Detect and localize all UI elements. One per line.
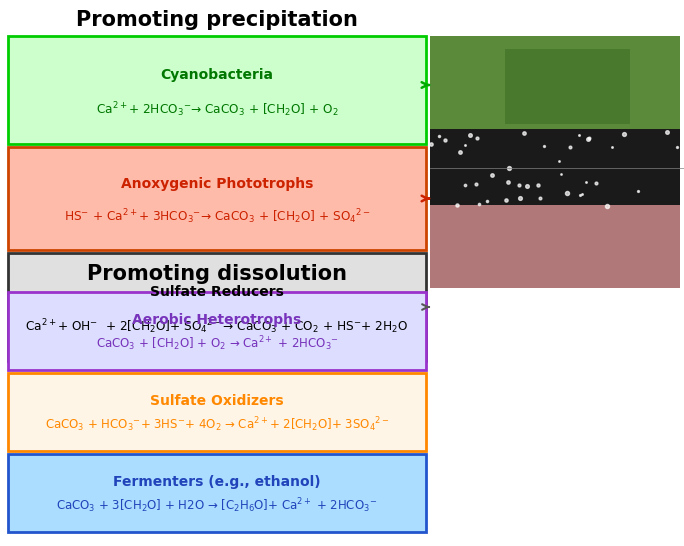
Bar — [8, 253, 426, 361]
Text: Promoting precipitation: Promoting precipitation — [76, 10, 358, 30]
Bar — [8, 454, 426, 532]
Bar — [505, 49, 630, 124]
Text: Fermenters (e.g., ethanol): Fermenters (e.g., ethanol) — [113, 475, 321, 489]
Text: Sulfate Oxidizers: Sulfate Oxidizers — [150, 394, 284, 408]
Text: Ca$^{2+}$+ OH$^{-}$  + 2[CH$_2$O]+ SO$_4$$^{2-}$→ CaCO$_3$ + CO$_2$ + HS$^{-}$+ : Ca$^{2+}$+ OH$^{-}$ + 2[CH$_2$O]+ SO$_4$… — [25, 317, 408, 336]
Text: Aerobic Heterotrophs: Aerobic Heterotrophs — [133, 313, 302, 327]
Text: CaCO$_3$ + 3[CH$_2$O] + H2O → [C$_2$H$_6$O]+ Ca$^{2+}$ + 2HCO$_3$$^{-}$: CaCO$_3$ + 3[CH$_2$O] + H2O → [C$_2$H$_6… — [56, 496, 378, 515]
Text: Promoting dissolution: Promoting dissolution — [87, 264, 347, 284]
Text: Ca$^{2+}$+ 2HCO$_3$$^{-}$→ CaCO$_3$ + [CH$_2$O] + O$_2$: Ca$^{2+}$+ 2HCO$_3$$^{-}$→ CaCO$_3$ + [C… — [96, 100, 339, 119]
Text: HS$^{-}$ + Ca$^{2+}$+ 3HCO$_3$$^{-}$→ CaCO$_3$ + [CH$_2$O] + SO$_4$$^{2-}$: HS$^{-}$ + Ca$^{2+}$+ 3HCO$_3$$^{-}$→ Ca… — [64, 207, 371, 227]
Text: CaCO$_3$ + [CH$_2$O] + O$_2$ → Ca$^{2+}$ + 2HCO$_3$$^{-}$: CaCO$_3$ + [CH$_2$O] + O$_2$ → Ca$^{2+}$… — [96, 334, 339, 353]
Text: Sulfate Reducers: Sulfate Reducers — [150, 285, 284, 299]
Bar — [8, 373, 426, 451]
Text: Anoxygenic Phototrophs: Anoxygenic Phototrophs — [121, 177, 313, 191]
Bar — [430, 129, 680, 207]
Bar — [430, 36, 680, 132]
Bar — [430, 205, 680, 288]
Text: Cyanobacteria: Cyanobacteria — [161, 68, 274, 82]
Text: CaCO$_3$ + HCO$_3$$^{-}$+ 3HS$^{-}$+ 4O$_2$ → Ca$^{2+}$+ 2[CH$_2$O]+ 3SO$_4$$^{2: CaCO$_3$ + HCO$_3$$^{-}$+ 3HS$^{-}$+ 4O$… — [44, 415, 389, 434]
Bar — [8, 36, 426, 144]
Bar — [8, 147, 426, 250]
Bar — [8, 292, 426, 370]
